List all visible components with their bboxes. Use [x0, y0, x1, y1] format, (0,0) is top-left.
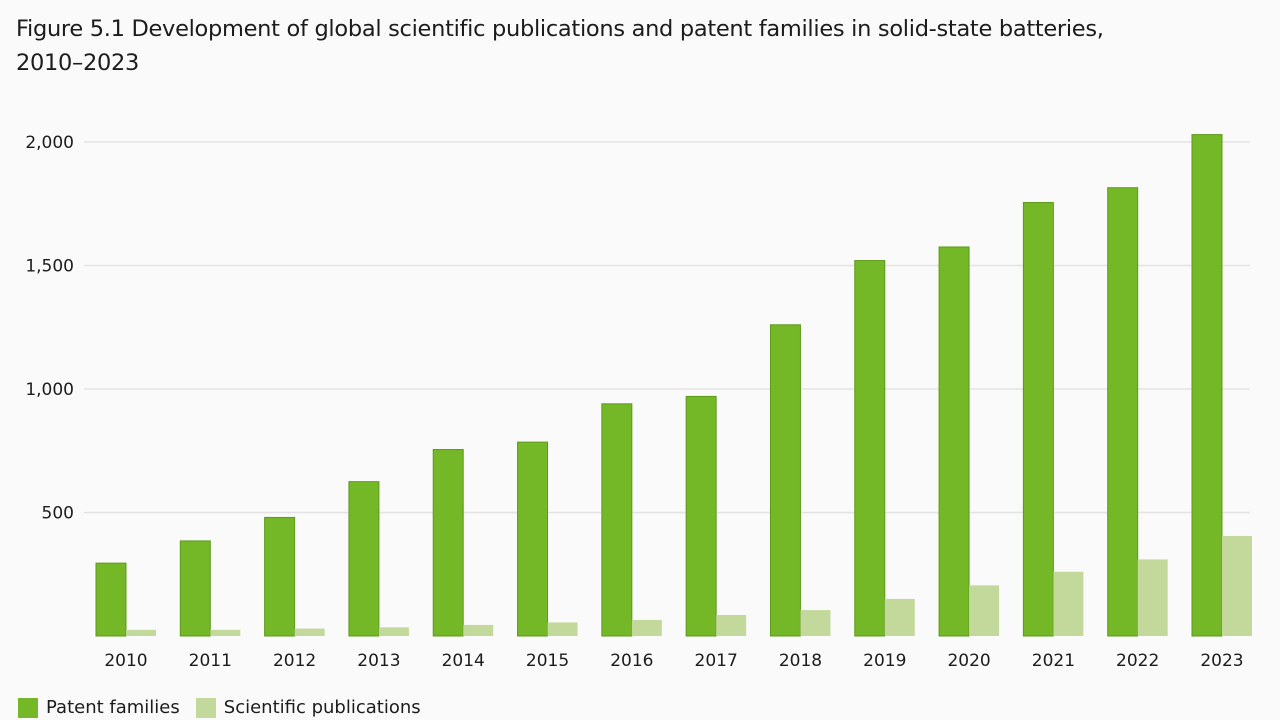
x-tick-label: 2011 [189, 651, 232, 671]
legend-label-scientific-publications: Scientific publications [223, 697, 421, 718]
bar-scientific-publications-2014 [463, 624, 494, 636]
bar-scientific-publications-2020 [969, 585, 1000, 636]
bar-patent-families-2012 [264, 516, 296, 637]
x-tick-label: 2016 [610, 651, 653, 671]
bar-patent-families-2023 [1191, 134, 1223, 637]
y-tick-label: 500 [42, 504, 74, 524]
bar-patent-families-2019 [854, 260, 886, 637]
legend: Patent families Scientific publications [18, 697, 437, 718]
x-tick-label: 2010 [104, 651, 147, 671]
bar-patent-families-2020 [938, 246, 970, 637]
bar-patent-families-2011 [179, 540, 211, 637]
bar-patent-families-2017 [685, 395, 717, 637]
y-tick-label: 1,500 [25, 257, 74, 277]
y-tick-label: 2,000 [25, 133, 74, 153]
legend-swatch-patent-families [18, 697, 38, 718]
bar-scientific-publications-2016 [631, 619, 662, 636]
bars [95, 134, 1252, 637]
chart-title-line-1: Figure 5.1 Development of global scienti… [16, 16, 1104, 42]
x-tick-label: 2015 [526, 651, 569, 671]
bar-scientific-publications-2019 [884, 598, 915, 636]
x-axis-ticks: 2010 2011 2012 2013 2014 2015 2016 2017 2018 2019… [104, 651, 1243, 671]
chart-title: Figure 5.1 Development of global scienti… [16, 12, 1276, 80]
x-tick-label: 2020 [947, 651, 990, 671]
bar-scientific-publications-2018 [800, 610, 831, 636]
x-tick-label: 2021 [1032, 651, 1075, 671]
bar-patent-families-2018 [769, 324, 801, 637]
legend-label-patent-families: Patent families [46, 697, 180, 718]
bar-patent-families-2022 [1107, 187, 1139, 637]
bar-patent-families-2014 [432, 449, 464, 637]
x-tick-label: 2012 [273, 651, 316, 671]
bar-patent-families-2013 [348, 481, 380, 637]
y-axis-ticks: 500 1,000 1,500 2,000 [25, 133, 74, 524]
bar-scientific-publications-2023 [1222, 535, 1252, 636]
legend-item-scientific-publications: Scientific publications [195, 697, 421, 718]
x-tick-label: 2022 [1116, 651, 1159, 671]
bar-scientific-publications-2022 [1137, 559, 1168, 636]
legend-swatch-scientific-publications [195, 697, 216, 718]
x-tick-label: 2013 [357, 651, 400, 671]
y-tick-label: 1,000 [25, 380, 74, 400]
bar-scientific-publications-2017 [716, 615, 747, 636]
x-tick-label: 2018 [779, 651, 822, 671]
bar-scientific-publications-2013 [378, 627, 409, 636]
bar-scientific-publications-2010 [126, 629, 156, 636]
bar-patent-families-2015 [517, 441, 549, 637]
bar-scientific-publications-2012 [294, 628, 325, 636]
x-tick-label: 2017 [695, 651, 738, 671]
chart-title-line-2: 2010–2023 [16, 50, 140, 76]
bar-scientific-publications-2011 [210, 629, 241, 636]
x-tick-label: 2019 [863, 651, 906, 671]
bar-patent-families-2010 [95, 562, 127, 637]
bar-scientific-publications-2021 [1053, 571, 1084, 636]
bar-scientific-publications-2015 [547, 622, 578, 636]
x-tick-label: 2023 [1200, 651, 1243, 671]
bar-patent-families-2021 [1022, 202, 1054, 637]
gridlines [84, 141, 1250, 514]
legend-item-patent-families: Patent families [18, 697, 180, 718]
bar-patent-families-2016 [601, 403, 633, 637]
x-tick-label: 2014 [442, 651, 485, 671]
